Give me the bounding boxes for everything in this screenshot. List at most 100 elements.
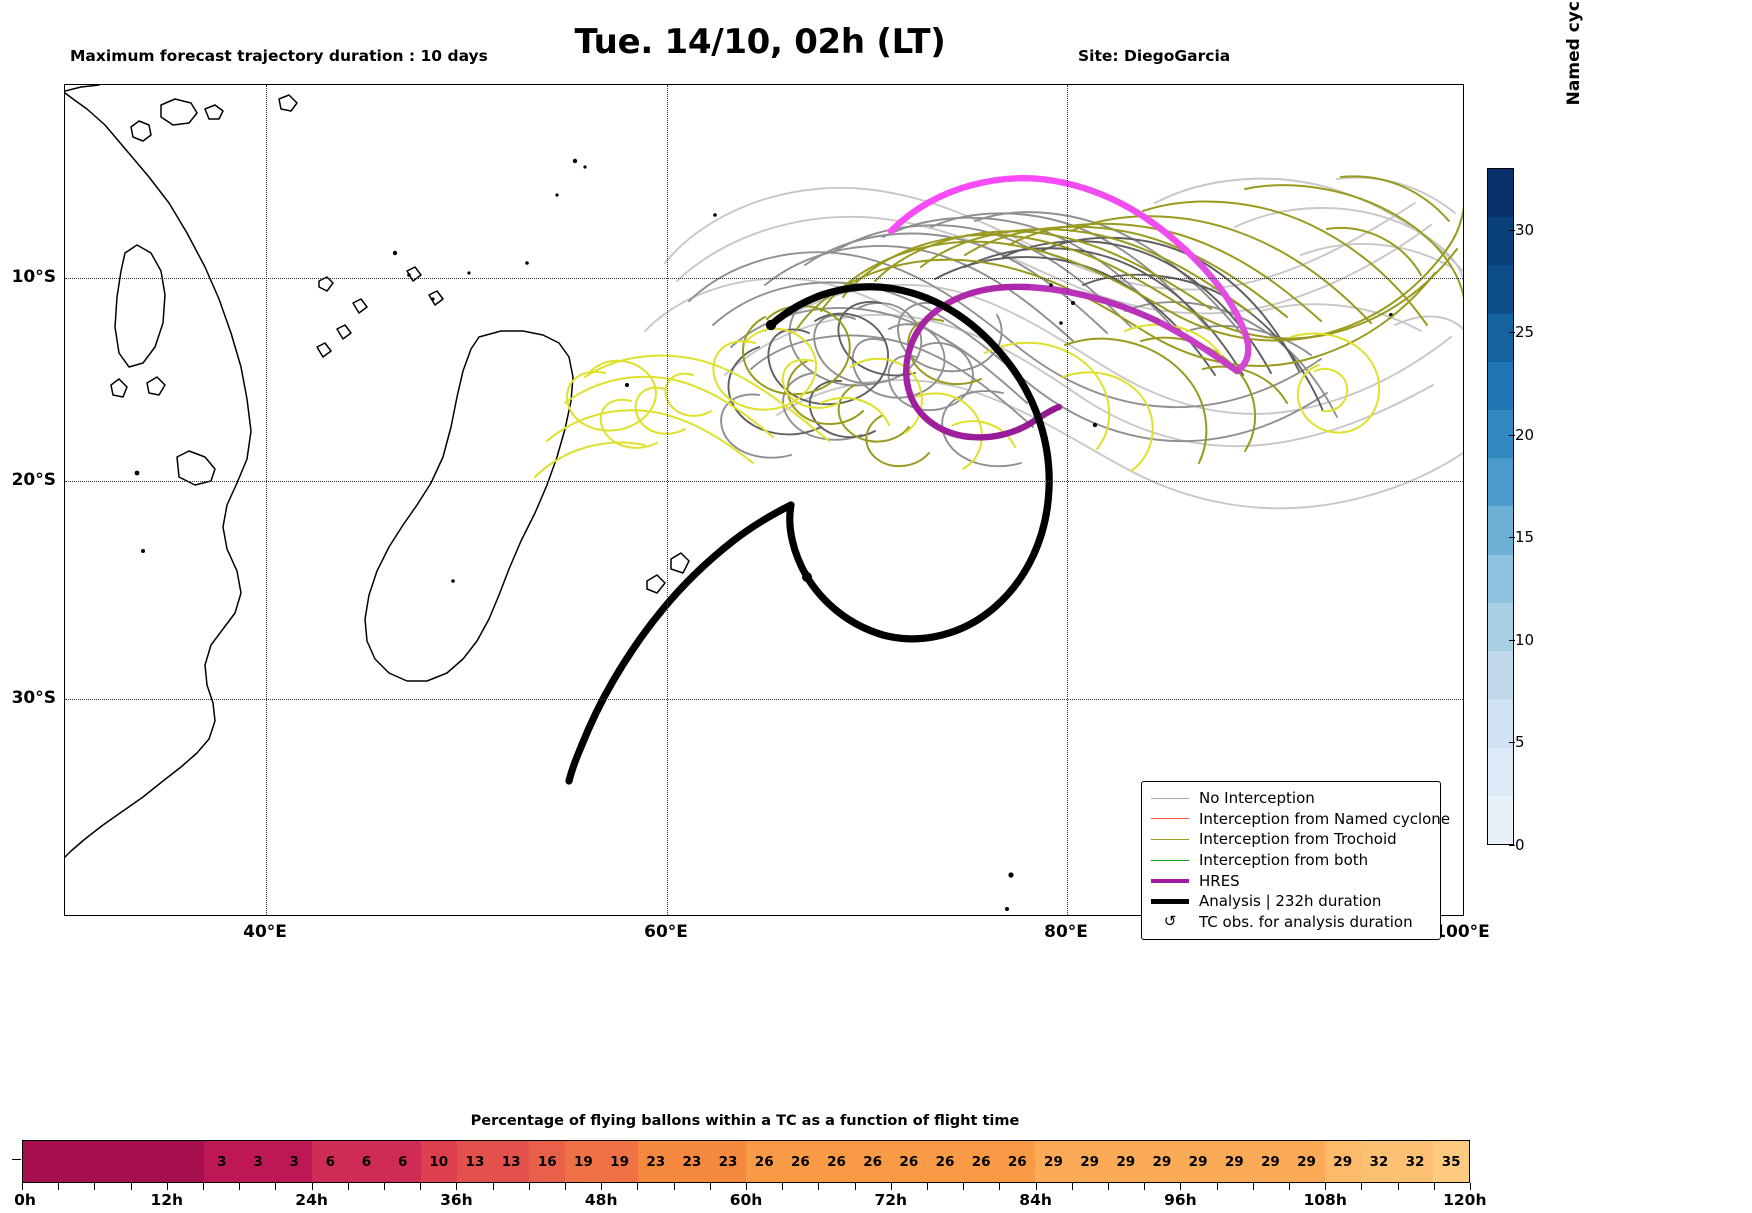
percentage-bar-cell xyxy=(167,1141,204,1182)
percentage-bar-cell: 26 xyxy=(782,1141,819,1182)
percentage-bar-cell: 26 xyxy=(854,1141,891,1182)
percentage-bar-tick-label: 24h xyxy=(295,1191,328,1209)
percentage-bar-cell: 26 xyxy=(890,1141,927,1182)
percentage-bar-tickmark xyxy=(963,1183,965,1190)
percentage-bar-tickmark xyxy=(1144,1183,1146,1190)
legend-line-swatch xyxy=(1151,797,1189,799)
percentage-bar-cell: 29 xyxy=(1216,1141,1253,1182)
percentage-bar-tick-label: 48h xyxy=(584,1191,618,1209)
percentage-bar-tickmark xyxy=(1071,1183,1073,1190)
percentage-bar-cell: 3 xyxy=(239,1141,277,1182)
percentage-bar-cell: 29 xyxy=(1143,1141,1180,1182)
colorbar-right-cell xyxy=(1488,651,1513,700)
percentage-bar-cell: 35 xyxy=(1433,1141,1470,1182)
percentage-bar-cell: 26 xyxy=(999,1141,1036,1182)
percentage-bar-tick-label: 84h xyxy=(1019,1191,1052,1209)
percentage-bar-tickmark xyxy=(492,1183,494,1190)
percentage-bar-cell xyxy=(95,1141,132,1182)
trajectory-hres xyxy=(887,175,1252,441)
percentage-bar[interactable]: 3 3 3 6 6 6 10 13 13 16 19 19 23 23 23 26 26 26 26 26 26 26 26… xyxy=(22,1140,1470,1183)
percentage-bar-tick-label: 108h xyxy=(1303,1191,1347,1209)
legend-item[interactable]: No Interception xyxy=(1151,788,1431,809)
percentage-bar-tickmark xyxy=(782,1183,784,1190)
percentage-bar-left-nub xyxy=(12,1159,21,1160)
legend-item[interactable]: Interception from both xyxy=(1151,850,1431,871)
legend-item[interactable]: HRES xyxy=(1151,870,1431,891)
percentage-bar-cell xyxy=(59,1141,96,1182)
percentage-bar-tickmark xyxy=(203,1183,204,1190)
percentage-bar-tickmark xyxy=(311,1183,313,1190)
percentage-bar-tickmark xyxy=(384,1183,385,1190)
percentage-bar-tickmark xyxy=(818,1183,820,1190)
xtick-label-1: 60°E xyxy=(644,922,688,942)
colorbar-right-cell xyxy=(1488,217,1513,266)
percentage-bar-tick-label: 0h xyxy=(14,1191,36,1209)
percentage-bar-tickmark xyxy=(1216,1183,1218,1190)
percentage-bar-cell: 29 xyxy=(1324,1141,1361,1182)
cyclone-icon: ↺ xyxy=(1163,912,1177,931)
colorbar-named-cyclones[interactable] xyxy=(1487,168,1514,845)
percentage-bar-tickmark xyxy=(420,1183,422,1190)
legend-item-label: No Interception xyxy=(1199,789,1315,808)
xtick-label-3: 100°E xyxy=(1434,922,1490,942)
colorbar-right-cell xyxy=(1488,554,1513,603)
percentage-bar-tickmark xyxy=(709,1183,711,1190)
colorbar-right-cell xyxy=(1488,795,1513,844)
island-specks xyxy=(134,158,1393,911)
gridline-lat-30s xyxy=(65,699,1463,700)
percentage-bar-tickmark xyxy=(58,1183,60,1190)
percentage-bar-cell: 29 xyxy=(1252,1141,1289,1182)
colorbar-right-cell xyxy=(1488,410,1513,459)
percentage-bar-cell: 10 xyxy=(420,1141,457,1182)
legend-item[interactable]: Interception from Named cyclone xyxy=(1151,809,1450,830)
percentage-bar-tickmark xyxy=(239,1183,241,1190)
map-plot-area[interactable] xyxy=(64,84,1464,916)
colorbar-right-cell xyxy=(1488,265,1513,314)
percentage-bar-title: Percentage of flying ballons within a TC… xyxy=(470,1113,1020,1129)
xtick-label-0: 40°E xyxy=(243,922,287,942)
percentage-bar-tickmark xyxy=(1035,1183,1037,1190)
percentage-bar-tickmark xyxy=(746,1183,747,1190)
percentage-bar-cell: 23 xyxy=(673,1141,710,1182)
colorbar-right-tick-label: 30 xyxy=(1508,220,1535,239)
page-title: Tue. 14/10, 02h (LT) xyxy=(574,22,946,62)
gridline-lon-60e xyxy=(667,85,668,915)
gridline-lat-10s xyxy=(65,278,1463,279)
percentage-bar-tickmark xyxy=(1470,1183,1471,1190)
percentage-bar-cell xyxy=(23,1141,60,1182)
colorbar-right-tick-label: 25 xyxy=(1508,323,1535,342)
percentage-bar-tickmark xyxy=(1433,1183,1435,1190)
legend-item[interactable]: Analysis | 232h duration xyxy=(1151,891,1431,912)
percentage-bar-tickmark xyxy=(601,1183,603,1190)
percentage-bar-cell: 29 xyxy=(1035,1141,1072,1182)
legend-item-label: HRES xyxy=(1199,871,1240,890)
percentage-bar-cell: 29 xyxy=(1071,1141,1108,1182)
legend-line-swatch xyxy=(1151,838,1189,840)
colorbar-right-cell xyxy=(1488,361,1513,411)
trajectory-interception-trochoid xyxy=(534,175,1463,478)
percentage-bar-cell: 13 xyxy=(456,1141,494,1182)
percentage-bar-tickmark xyxy=(565,1183,566,1190)
legend-item[interactable]: ↺ TC obs. for analysis duration xyxy=(1151,912,1431,933)
percentage-bar-cell: 26 xyxy=(746,1141,783,1182)
legend-item-label: Interception from Named cyclone xyxy=(1199,809,1451,828)
percentage-bar-tickmark xyxy=(637,1183,639,1190)
percentage-bar-tickmark xyxy=(1108,1183,1109,1190)
percentage-bar-cell: 16 xyxy=(529,1141,566,1182)
percentage-bar-tickmark xyxy=(1180,1183,1182,1190)
colorbar-right-cell xyxy=(1488,699,1513,748)
percentage-bar-axis: 0h 12h 24h 36h 48h 60h 72h 84h 96h 108h 120h xyxy=(0,1183,1752,1213)
legend-line-swatch xyxy=(1151,898,1189,904)
percentage-bar-tickmark xyxy=(673,1183,675,1190)
percentage-bar-tick-label: 72h xyxy=(874,1191,908,1209)
colorbar-right-tick-label: 15 xyxy=(1508,528,1535,547)
percentage-bar-tickmark xyxy=(1397,1183,1399,1190)
percentage-bar-tick-label: 12h xyxy=(150,1191,184,1209)
percentage-bar-cell: 23 xyxy=(709,1141,747,1182)
legend-item[interactable]: Interception from Trochoid xyxy=(1151,829,1431,850)
colorbar-right-cell xyxy=(1488,747,1513,796)
legend-line-swatch xyxy=(1151,859,1189,861)
percentage-bar-tick-label: 120h xyxy=(1443,1191,1487,1209)
map-legend[interactable]: No Interception Interception from Named c… xyxy=(1141,781,1450,941)
header-right-line-1: Site: DiegoGarcia xyxy=(1078,47,1231,66)
